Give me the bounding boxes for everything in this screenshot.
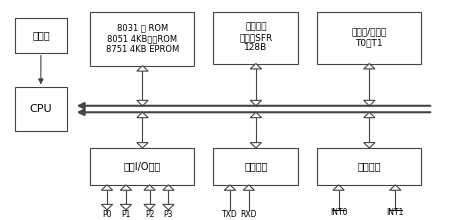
- Text: CPU: CPU: [29, 104, 52, 114]
- Text: 串行接口: 串行接口: [244, 161, 268, 171]
- Polygon shape: [250, 100, 262, 106]
- Text: P1: P1: [121, 210, 131, 219]
- Polygon shape: [137, 143, 148, 148]
- Text: INT1: INT1: [387, 208, 404, 217]
- Polygon shape: [101, 204, 113, 210]
- Polygon shape: [250, 64, 262, 69]
- FancyBboxPatch shape: [91, 148, 194, 185]
- FancyBboxPatch shape: [318, 148, 421, 185]
- Polygon shape: [120, 185, 132, 190]
- Polygon shape: [364, 143, 375, 148]
- Text: 8031 无 ROM
8051 4KB掩膜ROM
8751 4KB EPROM: 8031 无 ROM 8051 4KB掩膜ROM 8751 4KB EPROM: [106, 24, 179, 53]
- Polygon shape: [390, 185, 401, 190]
- Polygon shape: [120, 204, 132, 210]
- Polygon shape: [137, 112, 148, 118]
- Polygon shape: [101, 185, 113, 190]
- Polygon shape: [364, 112, 375, 118]
- Polygon shape: [364, 64, 375, 69]
- Text: 特殊功能
寄存器SFR
128B: 特殊功能 寄存器SFR 128B: [239, 23, 273, 52]
- FancyBboxPatch shape: [15, 18, 67, 53]
- Polygon shape: [144, 204, 155, 210]
- Polygon shape: [163, 185, 174, 190]
- Text: 振荡器: 振荡器: [32, 30, 50, 40]
- Text: 并行I/O接口: 并行I/O接口: [124, 161, 161, 171]
- Text: 定时器/计数器
T0，T1: 定时器/计数器 T0，T1: [352, 28, 387, 47]
- FancyBboxPatch shape: [318, 11, 421, 64]
- FancyBboxPatch shape: [91, 11, 194, 66]
- FancyBboxPatch shape: [213, 148, 299, 185]
- Text: RXD: RXD: [241, 210, 257, 219]
- Text: 中断系统: 中断系统: [357, 161, 381, 171]
- Polygon shape: [333, 185, 344, 190]
- Text: P3: P3: [164, 210, 173, 219]
- Text: TXD: TXD: [222, 210, 238, 219]
- Polygon shape: [163, 204, 174, 210]
- Polygon shape: [250, 112, 262, 118]
- Text: P0: P0: [102, 210, 112, 219]
- Polygon shape: [137, 100, 148, 106]
- Polygon shape: [364, 100, 375, 106]
- Polygon shape: [137, 66, 148, 71]
- Polygon shape: [250, 143, 262, 148]
- Polygon shape: [224, 185, 236, 190]
- Text: INT0: INT0: [330, 208, 347, 217]
- Polygon shape: [144, 185, 155, 190]
- Text: P2: P2: [145, 210, 154, 219]
- FancyBboxPatch shape: [213, 11, 299, 64]
- FancyBboxPatch shape: [15, 87, 67, 131]
- Polygon shape: [243, 185, 255, 190]
